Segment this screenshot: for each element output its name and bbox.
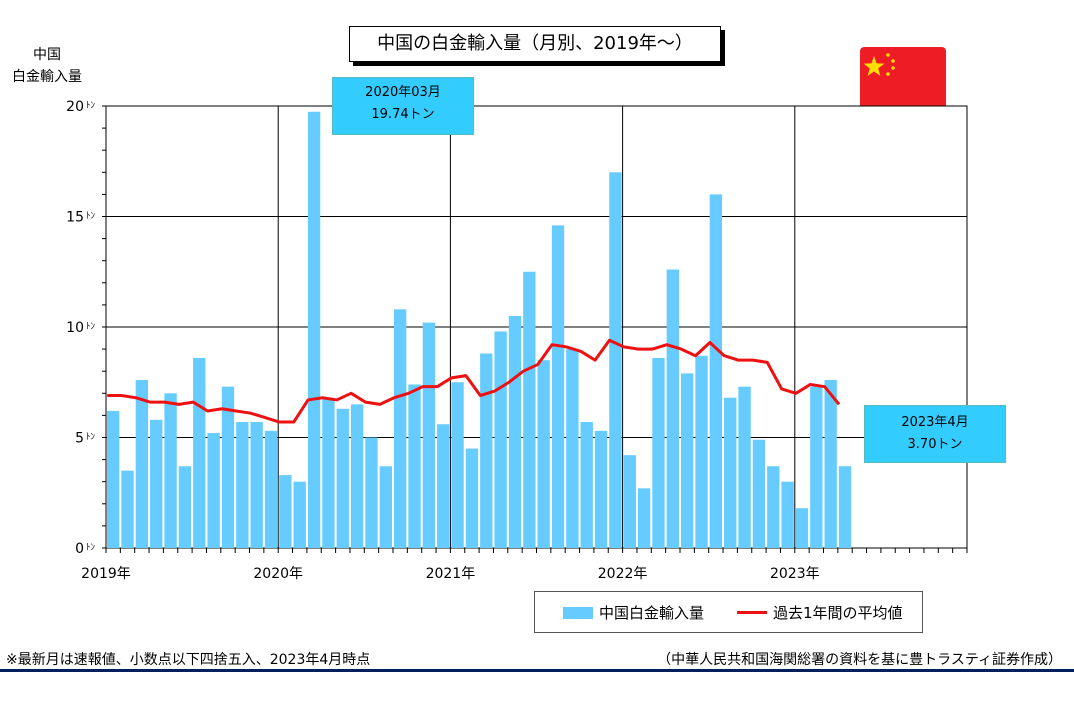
- y-tick-label: 10: [66, 320, 84, 336]
- bar: [307, 111, 321, 548]
- annotation-latest-value: 3.70トン: [907, 437, 963, 452]
- legend-item-line: 過去1年間の平均値: [737, 602, 903, 623]
- bar: [738, 386, 751, 548]
- legend-swatch-line: [737, 611, 767, 614]
- annotation-latest: 2023年4月 3.70トン: [864, 405, 1006, 463]
- y-axis-label: 中国 白金輸入量: [8, 44, 86, 88]
- bar: [652, 357, 665, 548]
- annotation-peak: 2020年03月 19.74トン: [332, 77, 474, 135]
- legend-label-line: 過去1年間の平均値: [773, 604, 903, 622]
- china-flag-icon: [860, 47, 946, 109]
- bar: [838, 466, 852, 548]
- bar: [681, 373, 694, 548]
- average-line: [107, 338, 841, 424]
- bar: [293, 481, 306, 548]
- bar: [824, 380, 837, 548]
- bar: [264, 430, 278, 548]
- bar: [465, 448, 479, 548]
- source-note: （中華人民共和国海関総署の資料を基に豊トラスティ証券作成）: [657, 652, 1062, 668]
- bar: [207, 433, 220, 548]
- y-tick-unit: ﾄﾝ: [86, 101, 96, 111]
- bar: [350, 404, 364, 548]
- bar: [695, 355, 708, 548]
- bar: [523, 271, 536, 548]
- bar: [480, 353, 493, 548]
- bar: [494, 331, 507, 548]
- bar: [250, 422, 263, 548]
- chart-legend: 中国白金輸入量 過去1年間の平均値: [534, 591, 923, 633]
- bar: [150, 419, 163, 548]
- chart-title: 中国の白金輸入量（月別、2019年～）: [349, 26, 721, 62]
- bar: [566, 349, 579, 548]
- bar: [709, 194, 723, 548]
- bar: [810, 386, 823, 548]
- y-tick-label: 0: [75, 541, 84, 557]
- x-tick-label: 2019年: [81, 566, 131, 582]
- y-tick-unit: ﾄﾝ: [86, 322, 96, 332]
- x-tick-label: 2020年: [253, 566, 303, 582]
- footnote: ※最新月は速報値、小数点以下四捨五入、2023年4月時点: [6, 652, 371, 668]
- annotation-latest-date: 2023年4月: [901, 415, 969, 430]
- annotation-peak-value: 19.74トン: [371, 107, 435, 122]
- bar: [322, 397, 335, 548]
- bar: [451, 382, 464, 548]
- bar: [394, 309, 407, 548]
- legend-item-bars: 中国白金輸入量: [563, 602, 704, 623]
- bar: [637, 488, 651, 548]
- bar: [724, 397, 737, 548]
- bar: [135, 380, 149, 548]
- bar: [336, 408, 349, 548]
- bar: [178, 466, 192, 548]
- annotation-peak-date: 2020年03月: [365, 85, 441, 100]
- legend-swatch-bars: [563, 606, 593, 619]
- bar: [508, 315, 522, 548]
- bar: [121, 470, 134, 548]
- bar: [379, 466, 392, 548]
- x-tick-label: 2022年: [598, 566, 648, 582]
- y-axis-label-line1: 中国: [33, 47, 61, 63]
- bar: [279, 475, 292, 548]
- bar: [609, 172, 622, 549]
- bar: [551, 225, 565, 548]
- bar: [422, 322, 436, 548]
- x-tick-label: 2023年: [770, 566, 820, 582]
- bar: [752, 439, 766, 548]
- legend-label-bars: 中国白金輸入量: [599, 604, 705, 622]
- bar: [767, 466, 780, 548]
- bar: [107, 410, 120, 548]
- bar: [537, 360, 550, 548]
- bar: [666, 269, 679, 548]
- bar: [795, 508, 809, 548]
- bar: [164, 393, 177, 548]
- y-tick-label: 20: [66, 99, 84, 115]
- bar: [365, 437, 378, 548]
- bar: [594, 430, 608, 548]
- bar: [221, 386, 235, 548]
- y-tick-unit: ﾄﾝ: [86, 543, 96, 553]
- y-tick-unit: ﾄﾝ: [86, 212, 96, 222]
- y-axis-label-line2: 白金輸入量: [12, 69, 82, 85]
- bar: [781, 481, 794, 548]
- bar: [236, 422, 249, 548]
- bar: [580, 422, 593, 548]
- bottom-rule: [0, 669, 1074, 672]
- bar: [623, 455, 636, 548]
- y-tick-label: 15: [66, 210, 84, 226]
- bar: [193, 357, 206, 548]
- x-tick-label: 2021年: [426, 566, 476, 582]
- bar: [437, 424, 450, 548]
- bar: [408, 384, 421, 548]
- y-tick-label: 5: [75, 431, 84, 447]
- y-tick-unit: ﾄﾝ: [86, 433, 96, 443]
